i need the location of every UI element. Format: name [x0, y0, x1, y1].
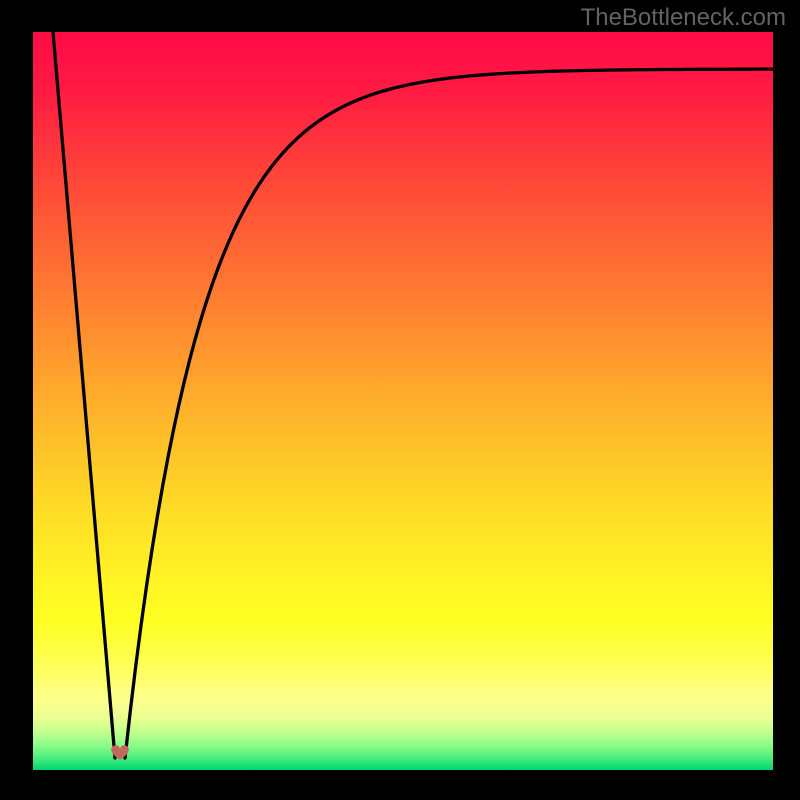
chart-container: TheBottleneck.com — [0, 0, 800, 800]
gradient-background — [33, 32, 773, 770]
watermark-text: TheBottleneck.com — [581, 4, 786, 32]
bottleneck-chart — [0, 0, 800, 800]
